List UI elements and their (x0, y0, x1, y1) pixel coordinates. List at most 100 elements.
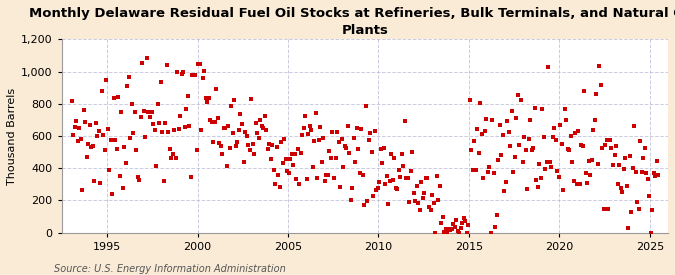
Point (279, 137, 290, 142)
Point (529, 105, 540, 110)
Point (424, 205, 435, 209)
Point (158, 179, 169, 183)
Point (368, 194, 379, 198)
Point (253, 135, 264, 140)
Point (304, 123, 315, 128)
Point (330, 156, 341, 161)
Point (81, 155, 92, 160)
Point (131, 148, 142, 152)
Point (262, 147, 273, 151)
Point (258, 126, 269, 131)
Point (358, 203, 369, 207)
Point (205, 118, 216, 123)
Point (396, 152, 407, 156)
Point (407, 149, 418, 154)
Point (268, 167, 279, 172)
Point (335, 185, 346, 189)
Point (450, 225, 460, 229)
Point (421, 175, 431, 180)
Point (68, 133, 78, 138)
Point (277, 160, 288, 165)
Point (351, 126, 362, 130)
Point (585, 173, 596, 177)
Point (315, 125, 326, 130)
Point (344, 150, 354, 155)
Point (143, 110, 154, 114)
Point (164, 146, 175, 151)
Point (356, 127, 367, 131)
Point (510, 155, 520, 159)
Point (593, 162, 603, 166)
Point (497, 133, 508, 138)
Point (620, 156, 630, 160)
Point (271, 145, 282, 149)
Point (589, 118, 600, 122)
Point (161, 63, 172, 67)
Point (597, 146, 608, 150)
Point (422, 176, 433, 180)
Point (167, 152, 178, 156)
Point (430, 230, 441, 235)
Point (427, 193, 437, 197)
Point (441, 230, 452, 235)
Point (406, 169, 416, 173)
Point (501, 180, 512, 185)
Point (395, 175, 406, 179)
Point (479, 128, 490, 133)
Point (603, 207, 614, 211)
Point (448, 222, 458, 226)
Point (434, 184, 445, 188)
Point (95, 181, 105, 186)
Point (157, 130, 167, 134)
Point (187, 73, 198, 77)
Point (89, 179, 100, 183)
Point (264, 141, 275, 146)
Point (298, 126, 309, 130)
Point (524, 118, 535, 122)
Point (380, 182, 391, 186)
Y-axis label: Thousand Barrels: Thousand Barrels (7, 87, 17, 185)
Point (256, 123, 267, 128)
Point (609, 153, 620, 158)
Point (517, 160, 528, 164)
Point (319, 179, 330, 183)
Point (588, 128, 599, 133)
Point (226, 104, 237, 108)
Point (152, 101, 163, 106)
Point (323, 173, 333, 177)
Point (259, 114, 270, 118)
Point (327, 130, 338, 134)
Point (284, 171, 294, 175)
Point (171, 70, 182, 74)
Point (324, 148, 335, 153)
Point (467, 168, 478, 172)
Point (544, 160, 555, 164)
Point (138, 109, 149, 114)
Point (537, 107, 547, 111)
Point (267, 143, 277, 147)
Point (302, 177, 313, 181)
Point (248, 152, 259, 156)
Point (651, 159, 662, 163)
Point (572, 182, 583, 186)
Point (296, 150, 306, 155)
Point (460, 219, 470, 223)
Point (461, 230, 472, 235)
Point (363, 138, 374, 142)
Point (473, 150, 484, 155)
Point (115, 174, 126, 178)
Point (611, 143, 622, 148)
Point (505, 144, 516, 149)
Point (223, 124, 234, 128)
Point (288, 163, 298, 167)
Point (373, 186, 383, 190)
Point (342, 124, 353, 128)
Title: Monthly Delaware Residual Fuel Oil Stocks at Refineries, Bulk Terminals, and Nat: Monthly Delaware Residual Fuel Oil Stock… (29, 7, 675, 37)
Point (599, 207, 610, 211)
Point (643, 177, 653, 182)
Point (350, 159, 360, 164)
Point (75, 137, 86, 141)
Point (220, 126, 231, 130)
Point (360, 103, 371, 108)
Point (528, 145, 539, 150)
